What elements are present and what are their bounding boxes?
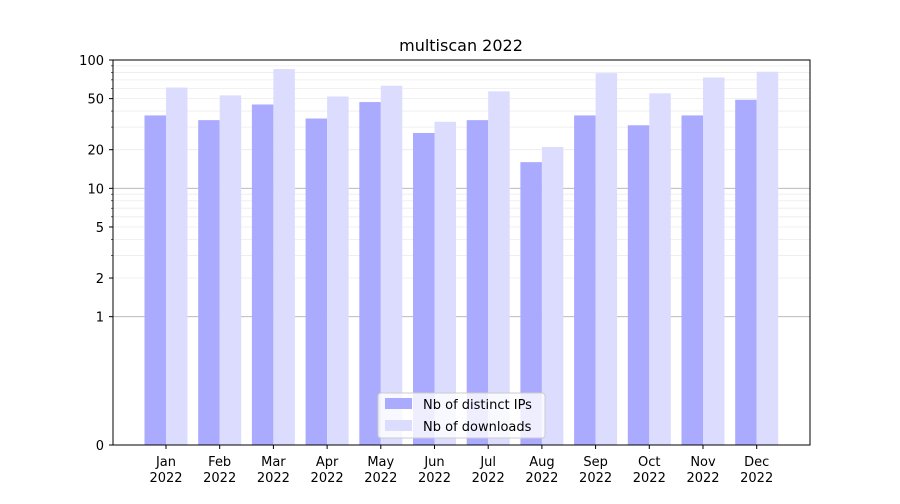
x-tick-label-month: Nov (690, 455, 716, 470)
x-tick-label-month: Aug (529, 455, 554, 470)
bar-distinct-ips-dec (735, 99, 757, 445)
x-tick-label-year: 2022 (257, 471, 290, 486)
legend-label: Nb of distinct IPs (423, 398, 532, 413)
bar-downloads-apr (327, 96, 349, 446)
y-tick-label: 1 (96, 311, 104, 326)
bar-distinct-ips-oct (627, 125, 650, 446)
y-tick-label: 20 (87, 144, 104, 159)
x-tick-label-month: Sep (583, 455, 608, 470)
bar-distinct-ips-jan (144, 115, 166, 445)
bar-distinct-ips-feb (198, 120, 220, 446)
x-axis-ticks: Jan2022Feb2022Mar2022Apr2022May2022Jun20… (149, 445, 773, 486)
x-tick-label-month: Jul (479, 455, 496, 470)
y-tick-label: 100 (79, 54, 104, 69)
plot-frame (112, 59, 811, 446)
bar-distinct-ips-nov (681, 115, 703, 445)
bar-downloads-oct (649, 93, 671, 445)
y-tick-label: 50 (87, 93, 104, 108)
y-tick-label: 0 (96, 439, 104, 454)
bar-distinct-ips-aug (520, 162, 542, 445)
x-tick-label-month: Jun (423, 455, 444, 470)
bar-distinct-ips-may (359, 102, 381, 445)
y-axis-ticks: 0 1 2 5 10 20 50 100 (79, 54, 113, 454)
y-tick-label: 10 (87, 182, 104, 197)
x-tick-label-year: 2022 (149, 471, 182, 486)
x-tick-label-month: Dec (744, 455, 769, 470)
x-tick-label-year: 2022 (311, 471, 344, 486)
bar-downloads-sep (595, 73, 618, 446)
x-tick-label-month: Mar (261, 455, 286, 470)
bar-distinct-ips-sep (574, 115, 596, 445)
bar-downloads-jan (166, 87, 188, 445)
bar-downloads-feb (219, 95, 242, 446)
legend: Nb of distinct IPs Nb of downloads (377, 392, 546, 439)
y-tick-label: 5 (96, 221, 104, 236)
chart-title: multiscan 2022 (399, 36, 523, 55)
bar-distinct-ips-apr (305, 118, 328, 446)
bar-downloads-nov (703, 77, 725, 446)
x-tick-label-year: 2022 (525, 471, 558, 486)
x-tick-label-year: 2022 (686, 471, 719, 486)
legend-box (377, 392, 546, 439)
x-tick-label-month: Jan (155, 455, 176, 470)
bar-downloads-dec (756, 71, 779, 446)
legend-label: Nb of downloads (423, 420, 532, 435)
x-tick-label-year: 2022 (740, 471, 773, 486)
bar-distinct-ips-jun (413, 132, 435, 446)
bar-downloads-mar (273, 69, 295, 445)
bars (144, 69, 779, 446)
x-tick-label-year: 2022 (579, 471, 612, 486)
x-tick-label-year: 2022 (364, 471, 397, 486)
x-tick-label-year: 2022 (203, 471, 236, 486)
x-tick-label-month: Feb (208, 455, 231, 470)
bar-downloads-aug (541, 146, 564, 445)
bar-downloads-jul (488, 91, 510, 445)
y-tick-label: 2 (96, 272, 104, 287)
x-tick-label-month: Oct (638, 455, 660, 470)
bar-distinct-ips-mar (251, 104, 274, 445)
bar-downloads-jun (434, 121, 456, 445)
x-tick-label-year: 2022 (418, 471, 451, 486)
x-tick-label-year: 2022 (472, 471, 505, 486)
legend-swatch (385, 420, 412, 431)
bar-distinct-ips-jul (466, 120, 489, 446)
x-tick-label-month: Apr (316, 455, 339, 470)
x-tick-label-year: 2022 (633, 471, 666, 486)
x-tick-label-month: May (367, 455, 394, 470)
axes (112, 59, 811, 446)
bar-downloads-may (380, 85, 403, 446)
legend-swatch (385, 398, 412, 409)
